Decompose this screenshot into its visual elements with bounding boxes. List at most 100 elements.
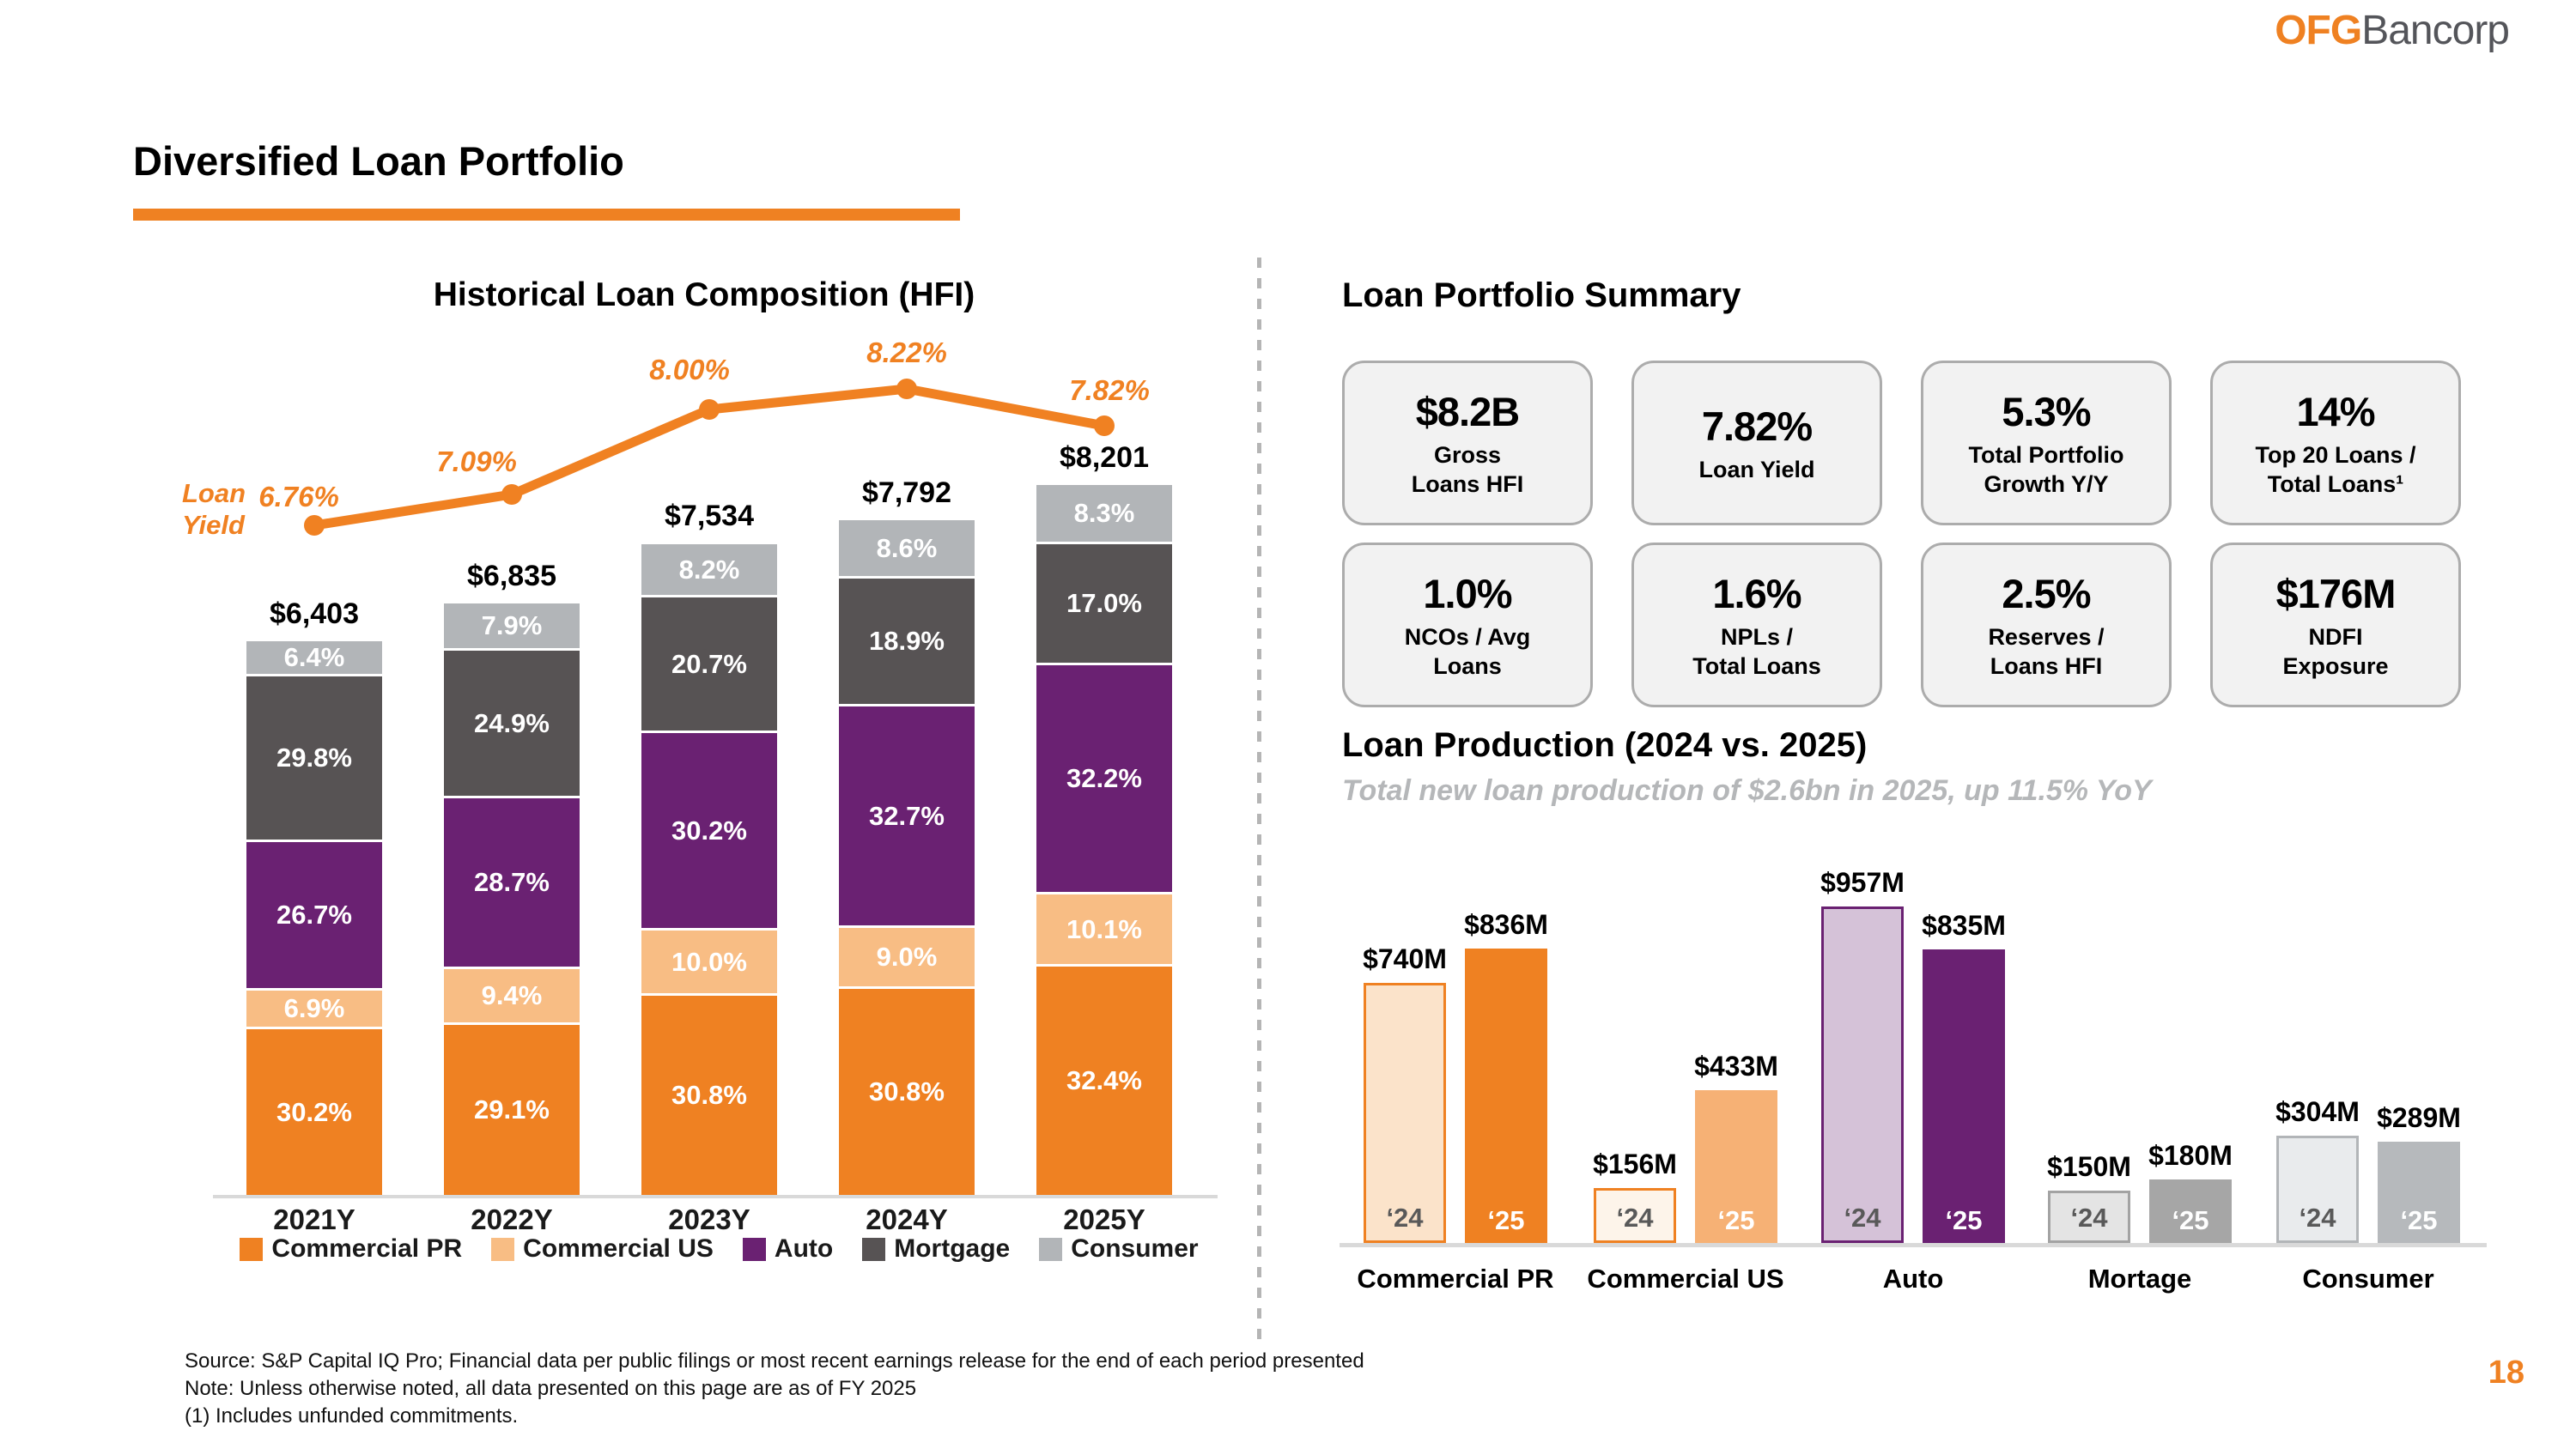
summary-card-value: 1.6%: [1712, 570, 1801, 616]
production-category-label: Auto: [1882, 1264, 1944, 1294]
production-bar-value-label: $836M: [1464, 909, 1548, 940]
loan-yield-value-label: 7.82%: [1069, 374, 1150, 406]
page-title: Diversified Loan Portfolio: [133, 138, 624, 184]
composition-chart-title: Historical Loan Composition (HFI): [433, 276, 975, 313]
ofg-bancorp-logo: OFGBancorp: [2275, 7, 2510, 54]
summary-cards-grid: $8.2B Gross Loans HFI 7.82% Loan Yield 5.3% To…: [1342, 361, 2461, 707]
segment-percent-label: 30.8%: [671, 1080, 747, 1110]
summary-card-label-line: Loans HFI: [1990, 652, 2103, 679]
stacked-bar-segment: 20.7%: [641, 595, 777, 731]
summary-card-label-line: Total Loans¹: [2267, 470, 2404, 497]
stacked-bar-segment: 10.1%: [1036, 892, 1172, 964]
segment-percent-label: 8.2%: [678, 555, 740, 585]
production-bar-25: ‘25: [1923, 949, 2005, 1243]
summary-card: 7.82% Loan Yield: [1631, 361, 1882, 525]
legend-label: Commercial PR: [271, 1234, 463, 1263]
bar-total-label: $7,534: [665, 500, 754, 532]
production-bar-year-label: ‘24: [2299, 1203, 2336, 1233]
stacked-bar-segment: 32.2%: [1036, 663, 1172, 892]
segment-percent-label: 29.1%: [474, 1094, 550, 1125]
stacked-bar-segment: 30.2%: [246, 1027, 382, 1195]
summary-card-label-line: NDFI: [2308, 623, 2363, 650]
legend-swatch: [240, 1237, 264, 1261]
stacked-bar-segment: 30.2%: [641, 731, 777, 928]
stacked-bar-segment: 24.9%: [444, 648, 580, 796]
production-bar-24: ‘24: [2048, 1191, 2130, 1243]
segment-percent-label: 9.0%: [876, 942, 938, 972]
segment-percent-label: 26.7%: [276, 900, 352, 930]
summary-card: $176M NDFI Exposure: [2210, 543, 2461, 707]
x-axis-category-label: 2025Y: [1063, 1203, 1145, 1235]
summary-card-value: 7.82%: [1701, 403, 1813, 449]
legend-swatch: [1039, 1237, 1063, 1261]
legend-item: Auto: [742, 1234, 833, 1264]
footer-notes: Source: S&P Capital IQ Pro; Financial da…: [185, 1348, 1364, 1430]
x-axis-category-label: 2023Y: [668, 1203, 750, 1235]
stacked-bar-segment: 8.6%: [839, 518, 975, 576]
legend-item: Mortgage: [862, 1234, 1010, 1264]
loan-yield-marker: [1094, 415, 1115, 436]
vertical-dashed-divider: [1257, 258, 1261, 1341]
loan-production-title: Loan Production (2024 vs. 2025): [1342, 726, 1868, 764]
summary-card-label: Reserves / Loans HFI: [1988, 622, 2104, 681]
loan-yield-series-label-line: Loan: [182, 478, 246, 508]
production-bar-24: ‘24: [2276, 1136, 2359, 1243]
stacked-bar-segment: 18.9%: [839, 576, 975, 704]
segment-percent-label: 30.2%: [671, 815, 747, 846]
segment-percent-label: 24.9%: [474, 708, 550, 738]
legend-swatch: [742, 1237, 766, 1261]
legend-item: Commercial PR: [240, 1234, 462, 1264]
segment-percent-label: 17.0%: [1066, 588, 1142, 618]
page-number: 18: [2488, 1355, 2524, 1391]
summary-card-label-line: Total Loans: [1692, 652, 1821, 679]
summary-card-label: NDFI Exposure: [2282, 622, 2388, 681]
production-bar-25: ‘25: [2378, 1142, 2460, 1243]
loan-portfolio-summary-title: Loan Portfolio Summary: [1342, 276, 1741, 314]
production-bar-value-label: $433M: [1694, 1051, 1778, 1082]
summary-card-label-line: Loan Yield: [1698, 456, 1815, 482]
stacked-bar-segment: 32.7%: [839, 704, 975, 925]
production-bar-value-label: $835M: [1922, 910, 2006, 941]
logo-bancorp: Bancorp: [2361, 8, 2510, 53]
stacked-bar-segment: 30.8%: [641, 993, 777, 1195]
summary-card-label: Total Portfolio Growth Y/Y: [1969, 440, 2124, 499]
production-bar-value-label: $180M: [2148, 1140, 2233, 1171]
production-bar-year-label: ‘25: [1487, 1205, 1525, 1235]
production-bar-year-label: ‘24: [1386, 1203, 1424, 1233]
bar-total-label: $6,403: [270, 597, 359, 630]
loan-yield-series-label-line: Yield: [182, 510, 245, 540]
summary-card-value: 2.5%: [2002, 570, 2091, 616]
segment-percent-label: 32.2%: [1066, 763, 1142, 793]
composition-legend: Commercial PR Commercial US Auto Mortgage Co…: [215, 1234, 1224, 1264]
stacked-bar-segment: 10.0%: [641, 928, 777, 993]
loan-yield-value-label: 6.76%: [258, 481, 339, 512]
loan-yield-marker: [699, 399, 720, 420]
legend-label: Commercial US: [523, 1234, 714, 1263]
production-bar-value-label: $957M: [1820, 867, 1905, 898]
bar-total-label: $6,835: [467, 560, 556, 592]
summary-card-label-line: Gross: [1433, 441, 1502, 468]
loan-production-chart: ‘24 $740M ‘25 $836M Commercial PR ‘24 $156M ‘25…: [1254, 815, 2576, 1331]
stacked-bar-segment: 29.8%: [246, 674, 382, 840]
x-axis-category-label: 2022Y: [471, 1203, 553, 1235]
summary-card-label-line: Loans HFI: [1411, 470, 1524, 497]
loan-yield-line: [304, 379, 1115, 536]
loan-yield-series-label: Loan Yield: [182, 477, 246, 541]
summary-card-label-line: Reserves /: [1988, 623, 2105, 650]
production-bar-value-label: $289M: [2377, 1102, 2461, 1133]
production-bar-year-label: ‘24: [1844, 1203, 1881, 1233]
stacked-bar-segment: 9.4%: [444, 967, 580, 1022]
segment-percent-label: 9.4%: [481, 980, 543, 1010]
segment-percent-label: 18.9%: [869, 626, 945, 656]
production-bar-value-label: $156M: [1593, 1149, 1677, 1179]
stacked-bar-segment: 30.8%: [839, 986, 975, 1195]
summary-card-label-line: Loans: [1433, 652, 1502, 679]
segment-percent-label: 10.1%: [1066, 914, 1142, 944]
summary-card-label-line: NPLs /: [1720, 623, 1793, 650]
composition-x-axis: [213, 1195, 1218, 1198]
production-bar-value-label: $150M: [2047, 1151, 2131, 1182]
production-category-label: Commercial US: [1587, 1264, 1784, 1294]
production-bar-year-label: ‘25: [2400, 1205, 2438, 1235]
production-bar-value-label: $740M: [1363, 943, 1447, 974]
stacked-bar-segment: 9.0%: [839, 925, 975, 986]
